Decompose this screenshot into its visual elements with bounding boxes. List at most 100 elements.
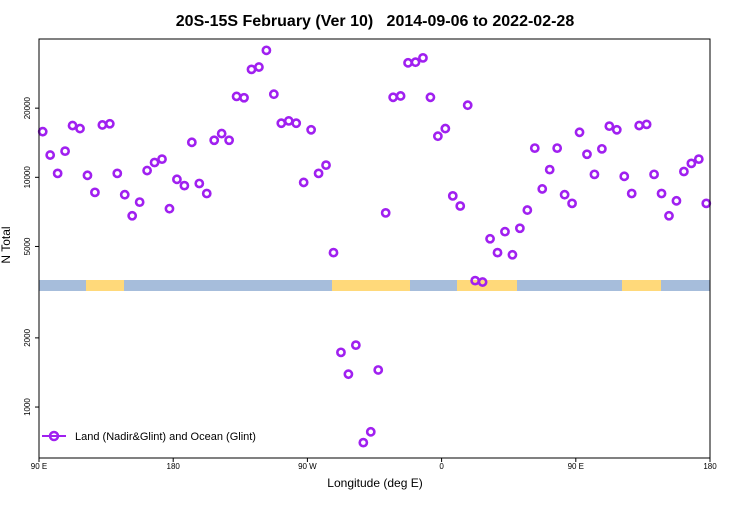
data-point xyxy=(75,123,85,134)
x-axis-label: Longitude (deg E) xyxy=(327,476,422,490)
data-point xyxy=(172,174,182,185)
data-point xyxy=(90,187,100,198)
data-point xyxy=(492,247,503,258)
land-segment xyxy=(622,280,661,291)
surface-band xyxy=(39,280,710,291)
data-point xyxy=(291,118,302,129)
data-point xyxy=(142,165,153,176)
data-point xyxy=(298,177,309,188)
data-point xyxy=(559,189,570,200)
legend-marker xyxy=(48,430,60,442)
data-point xyxy=(596,143,607,154)
data-point xyxy=(321,160,331,171)
data-point xyxy=(179,180,190,191)
data-point xyxy=(462,100,473,111)
data-point xyxy=(522,205,533,215)
data-point xyxy=(134,197,145,207)
data-point xyxy=(447,190,458,201)
land-segment xyxy=(332,280,410,291)
y-tick-label: 20000 xyxy=(23,96,32,119)
data-point xyxy=(149,157,160,168)
data-point xyxy=(626,188,637,199)
data-point xyxy=(574,127,585,138)
data-point xyxy=(343,369,354,380)
data-point xyxy=(485,233,495,244)
data-point xyxy=(336,347,346,358)
data-point xyxy=(649,169,659,180)
data-point xyxy=(186,137,197,148)
data-point xyxy=(529,143,540,154)
data-point xyxy=(350,340,361,351)
x-tick-label: 90 W xyxy=(298,462,317,471)
data-point xyxy=(664,210,674,221)
data-points xyxy=(37,45,712,448)
data-point xyxy=(611,124,622,135)
chart-title: 20S-15S February (Ver 10) 2014-09-06 to … xyxy=(176,13,575,30)
x-tick-label: 90 E xyxy=(568,462,584,471)
x-tick-label: 0 xyxy=(439,462,444,471)
data-point xyxy=(328,247,339,258)
data-point xyxy=(455,201,466,211)
y-tick-label: 2000 xyxy=(23,328,32,346)
x-tick-label: 90 E xyxy=(31,462,47,471)
data-point xyxy=(604,121,615,132)
y-tick-label: 5000 xyxy=(23,237,32,255)
data-point xyxy=(358,437,369,448)
data-point xyxy=(679,166,689,177)
data-point xyxy=(432,131,443,142)
data-point xyxy=(224,135,235,146)
data-point xyxy=(45,150,56,160)
data-point xyxy=(567,198,577,209)
data-point xyxy=(395,91,406,101)
data-point xyxy=(641,119,652,130)
land-segment xyxy=(457,280,517,291)
y-axis-ticks: 1000 2000 5000 10000 20000 xyxy=(23,96,39,416)
x-tick-label: 180 xyxy=(703,462,717,471)
data-point xyxy=(157,154,167,165)
data-point xyxy=(268,89,279,100)
data-point xyxy=(365,426,376,437)
data-point xyxy=(164,203,175,214)
data-point xyxy=(306,124,317,135)
data-point xyxy=(686,158,697,169)
data-point xyxy=(589,169,600,180)
x-tick-label: 180 xyxy=(167,462,181,471)
data-point xyxy=(418,52,428,63)
y-axis-label: N Total xyxy=(0,226,13,263)
data-point xyxy=(254,62,264,72)
data-point xyxy=(104,118,115,129)
data-point xyxy=(373,365,384,375)
data-point xyxy=(671,195,682,206)
data-point xyxy=(656,188,667,199)
legend: Land (Nadir&Glint) and Ocean (Glint) xyxy=(42,430,256,443)
data-point xyxy=(440,123,451,134)
data-point xyxy=(60,146,70,157)
data-point xyxy=(261,45,272,56)
x-axis-ticks: 90 E 180 90 W 0 90 E 180 xyxy=(31,458,717,471)
data-point xyxy=(239,92,249,103)
data-point xyxy=(514,223,525,234)
data-point xyxy=(127,210,138,221)
data-point xyxy=(119,189,130,200)
data-point xyxy=(82,170,93,181)
data-point xyxy=(52,168,63,179)
data-point xyxy=(544,164,555,175)
data-point xyxy=(537,184,548,194)
legend-label: Land (Nadir&Glint) and Ocean (Glint) xyxy=(75,431,256,443)
data-point xyxy=(216,128,227,139)
data-point xyxy=(194,178,205,189)
data-point xyxy=(477,277,488,287)
data-point xyxy=(313,168,324,179)
data-point xyxy=(507,249,518,260)
y-tick-label: 10000 xyxy=(23,166,32,189)
land-segment xyxy=(86,280,124,291)
data-point xyxy=(619,171,630,182)
data-point xyxy=(500,226,510,237)
data-point xyxy=(552,143,563,154)
data-point xyxy=(410,57,421,68)
data-point xyxy=(112,168,123,179)
data-point xyxy=(425,92,436,103)
data-point xyxy=(582,149,592,160)
